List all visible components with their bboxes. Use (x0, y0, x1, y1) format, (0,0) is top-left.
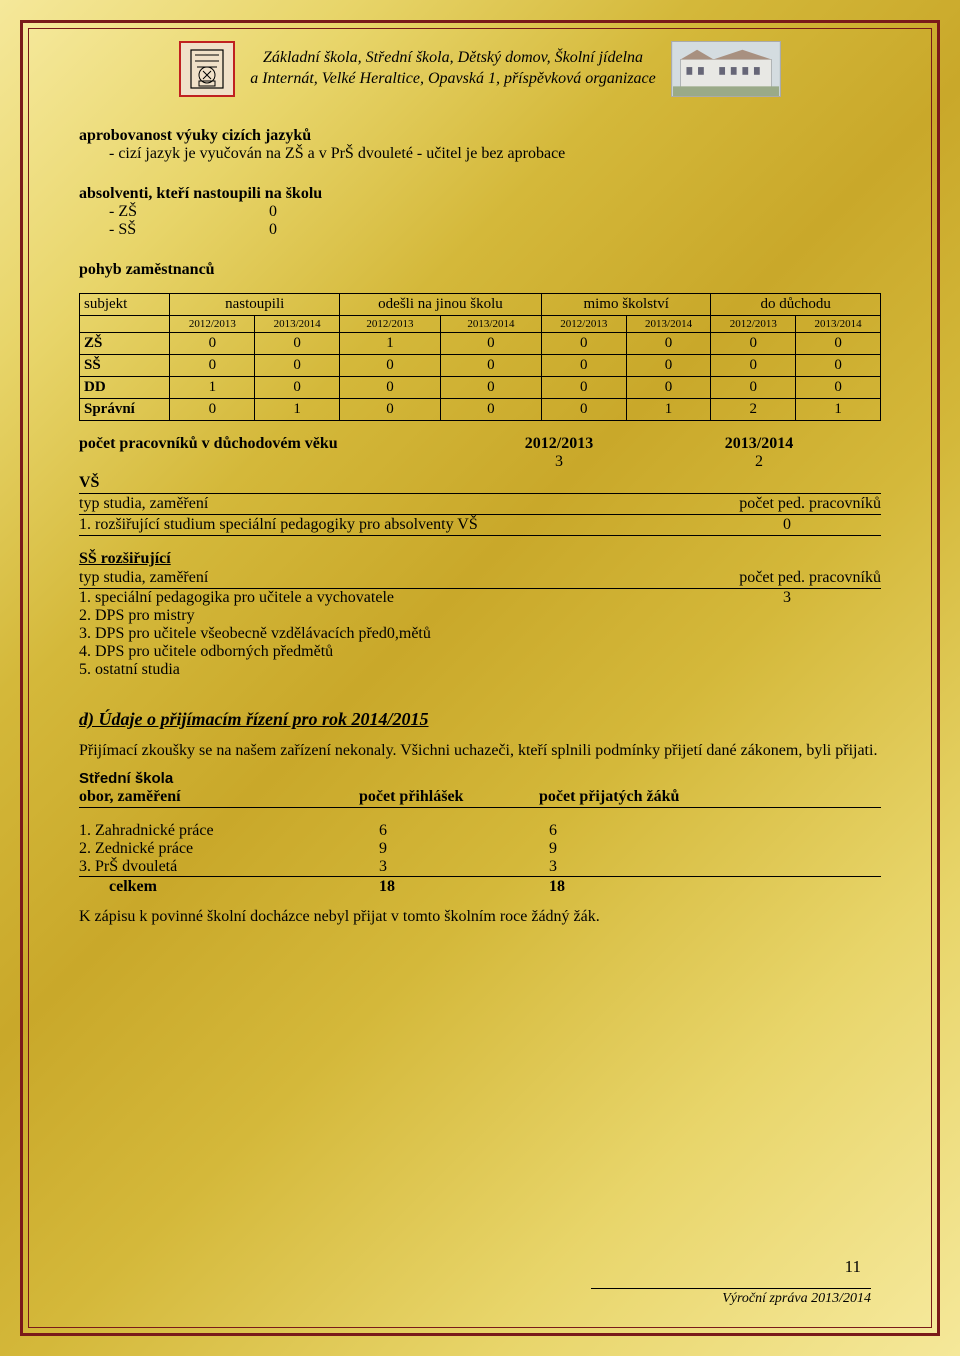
page-header: Základní škola, Střední škola, Dětský do… (79, 41, 881, 97)
header-line2: a Internát, Velké Heraltice, Opavská 1, … (250, 69, 656, 90)
inner-frame: Základní škola, Střední škola, Dětský do… (28, 28, 932, 1328)
d-note: K zápisu k povinné školní docházce nebyl… (79, 908, 881, 926)
building-image (671, 41, 781, 97)
s2-row2: - SŠ 0 (109, 221, 881, 239)
s1-title: aprobovanost výuky cizích jazyků (79, 127, 881, 145)
footer: Výroční zpráva 2013/2014 (591, 1288, 871, 1307)
s2-title: absolventi, kteří nastoupili na školu (79, 185, 881, 203)
vs-title: VŠ (79, 474, 99, 492)
staff-table: subjekt nastoupili odešli na jinou školu… (79, 293, 881, 421)
s2-row1: - ZŠ 0 (109, 203, 881, 221)
ssroz-title: SŠ rozšiřující (79, 550, 881, 568)
s3-title: pohyb zaměstnanců (79, 261, 881, 279)
retire-row: počet pracovníků v důchodovém věku 2012/… (79, 435, 881, 453)
s1-item: - cizí jazyk je vyučován na ZŠ a v PrŠ d… (109, 145, 881, 163)
header-line1: Základní škola, Střední škola, Dětský do… (250, 48, 656, 69)
logo-icon (179, 41, 235, 97)
outer-frame: Základní škola, Střední škola, Dětský do… (20, 20, 940, 1336)
d-paragraph: Přijímací zkoušky se na našem zařízení n… (79, 742, 881, 760)
content: aprobovanost výuky cizích jazyků - cizí … (79, 127, 881, 926)
section-d-title: d) Údaje o přijímacím řízení pro rok 201… (79, 709, 881, 730)
header-text: Základní škola, Střední škola, Dětský do… (250, 48, 656, 90)
retire-vals: 3 2 (79, 453, 881, 471)
page-number: 11 (845, 1257, 861, 1277)
